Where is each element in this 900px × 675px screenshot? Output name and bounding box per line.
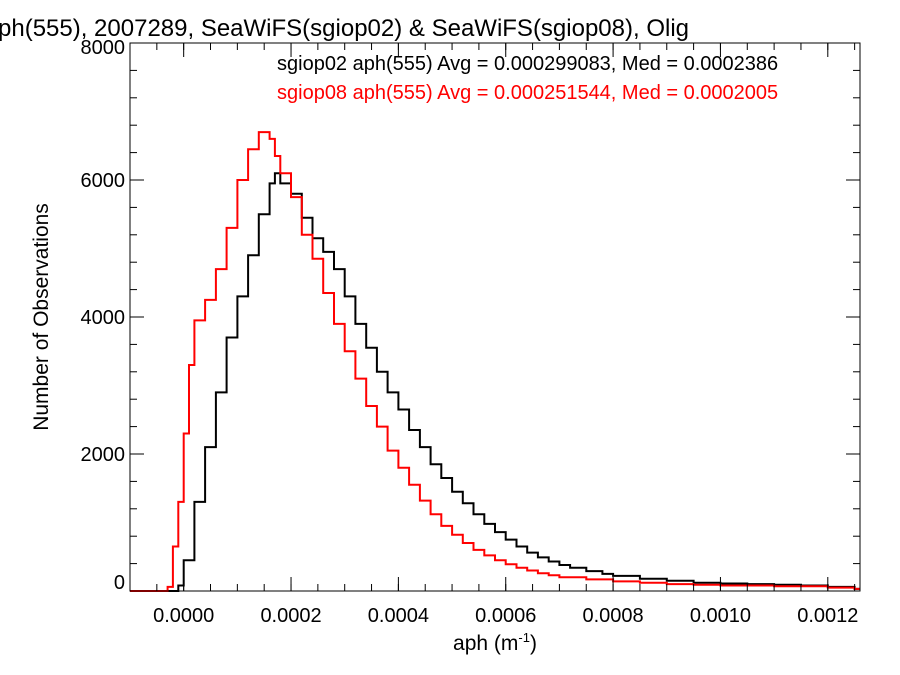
x-axis-label: aph (m-1) — [453, 630, 537, 655]
y-tick-label: 6000 — [81, 170, 126, 192]
chart-title: ph(555), 2007289, SeaWiFS(sgiop02) & Sea… — [0, 15, 689, 42]
y-tick-label: 2000 — [81, 444, 126, 466]
y-axis-label: Number of Observations — [30, 203, 53, 431]
x-tick-label: 0.0008 — [583, 605, 644, 627]
series-layer — [130, 131, 860, 592]
axis-layer: 0.0000 0.0002 0.0004 0.0006 0.0008 0.0010 0.00… — [81, 37, 860, 627]
sgiop08-stats-text: sgiop08 aph(555) Avg = 0.000251544, Med … — [277, 82, 778, 104]
x-tick-label: 0.0002 — [260, 605, 321, 627]
series-line-sgiop08 — [130, 131, 860, 592]
x-tick-label: 0.0006 — [475, 605, 536, 627]
plot-frame — [129, 42, 861, 592]
x-tick-label: 0.0004 — [368, 605, 429, 627]
x-tick-label: 0.0000 — [153, 605, 214, 627]
sgiop02-stats-text: sgiop02 aph(555) Avg = 0.000299083, Med … — [277, 53, 778, 75]
x-tick-label: 0.0012 — [797, 605, 858, 627]
x-tick-label: 0.0010 — [690, 605, 751, 627]
y-tick-label: 0 — [114, 572, 125, 594]
series-line-sgiop02 — [130, 172, 860, 592]
y-tick-label: 4000 — [81, 307, 126, 329]
y-tick-label: 8000 — [81, 37, 126, 59]
